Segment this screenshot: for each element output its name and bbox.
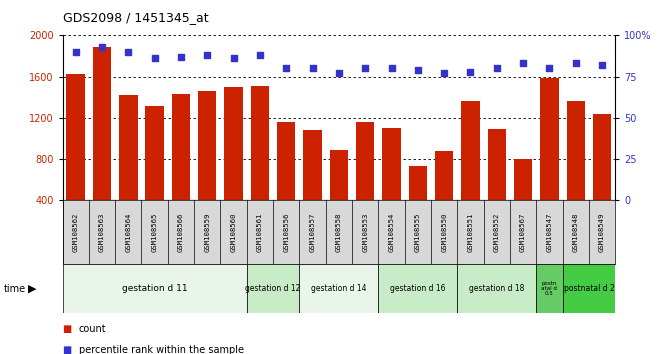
Point	[307, 65, 318, 71]
Text: GSM108552: GSM108552	[494, 212, 500, 252]
Text: GSM108555: GSM108555	[415, 212, 421, 252]
Text: GSM108561: GSM108561	[257, 212, 263, 252]
Text: GDS2098 / 1451345_at: GDS2098 / 1451345_at	[63, 11, 208, 24]
Bar	[330, 150, 348, 241]
Point	[255, 52, 265, 58]
Text: GSM108556: GSM108556	[283, 212, 290, 252]
Bar	[409, 166, 427, 241]
Text: ■: ■	[63, 346, 72, 354]
Text: gestation d 11: gestation d 11	[122, 284, 188, 293]
Text: GSM108559: GSM108559	[204, 212, 211, 252]
Bar	[435, 151, 453, 241]
Bar	[119, 95, 138, 241]
Text: GSM108549: GSM108549	[599, 212, 605, 252]
Point	[360, 65, 370, 71]
Point	[228, 56, 239, 61]
Bar	[567, 101, 585, 241]
Bar	[63, 264, 247, 313]
Point	[465, 69, 476, 74]
Text: percentile rank within the sample: percentile rank within the sample	[79, 346, 244, 354]
Bar	[563, 264, 615, 313]
Bar	[488, 129, 506, 241]
Text: gestation d 14: gestation d 14	[311, 284, 367, 293]
Text: ▶: ▶	[28, 284, 36, 293]
Bar	[514, 159, 532, 241]
Text: GSM108553: GSM108553	[362, 212, 368, 252]
Text: GSM108567: GSM108567	[520, 212, 526, 252]
Point	[570, 61, 581, 66]
Bar	[66, 74, 85, 241]
Point	[386, 65, 397, 71]
Point	[492, 65, 502, 71]
Bar	[356, 122, 374, 241]
Bar	[299, 264, 378, 313]
Bar	[172, 94, 190, 241]
Point	[439, 70, 449, 76]
Text: time: time	[3, 284, 26, 293]
Text: GSM108551: GSM108551	[467, 212, 474, 252]
Point	[176, 54, 186, 59]
Bar	[251, 86, 269, 241]
Text: GSM108557: GSM108557	[309, 212, 316, 252]
Text: GSM108560: GSM108560	[230, 212, 237, 252]
Point	[518, 61, 528, 66]
Point	[202, 52, 213, 58]
Text: gestation d 12: gestation d 12	[245, 284, 301, 293]
Bar	[303, 130, 322, 241]
Bar	[93, 47, 111, 241]
Bar	[457, 264, 536, 313]
Text: GSM108564: GSM108564	[125, 212, 132, 252]
Point	[597, 62, 607, 68]
Text: GSM108562: GSM108562	[72, 212, 79, 252]
Bar	[461, 101, 480, 241]
Point	[149, 56, 160, 61]
Bar	[277, 122, 295, 241]
Bar	[198, 91, 216, 241]
Point	[70, 49, 81, 55]
Bar	[593, 114, 611, 241]
Text: GSM108554: GSM108554	[388, 212, 395, 252]
Text: postn
atal d
0.5: postn atal d 0.5	[542, 281, 557, 296]
Text: GSM108547: GSM108547	[546, 212, 553, 252]
Text: postnatal d 2: postnatal d 2	[563, 284, 615, 293]
Text: GSM108548: GSM108548	[572, 212, 579, 252]
Text: GSM108566: GSM108566	[178, 212, 184, 252]
Text: ■: ■	[63, 324, 72, 334]
Point	[413, 67, 423, 73]
Bar	[540, 78, 559, 241]
Point	[281, 65, 291, 71]
Bar	[224, 87, 243, 241]
Text: count: count	[79, 324, 107, 334]
Bar	[536, 264, 563, 313]
Text: gestation d 16: gestation d 16	[390, 284, 445, 293]
Point	[97, 44, 107, 50]
Bar	[145, 107, 164, 241]
Bar	[247, 264, 299, 313]
Point	[123, 49, 134, 55]
Text: GSM108550: GSM108550	[441, 212, 447, 252]
Bar	[378, 264, 457, 313]
Text: GSM108563: GSM108563	[99, 212, 105, 252]
Bar	[382, 128, 401, 241]
Text: GSM108558: GSM108558	[336, 212, 342, 252]
Text: gestation d 18: gestation d 18	[469, 284, 524, 293]
Text: GSM108565: GSM108565	[151, 212, 158, 252]
Point	[334, 70, 344, 76]
Point	[544, 65, 555, 71]
